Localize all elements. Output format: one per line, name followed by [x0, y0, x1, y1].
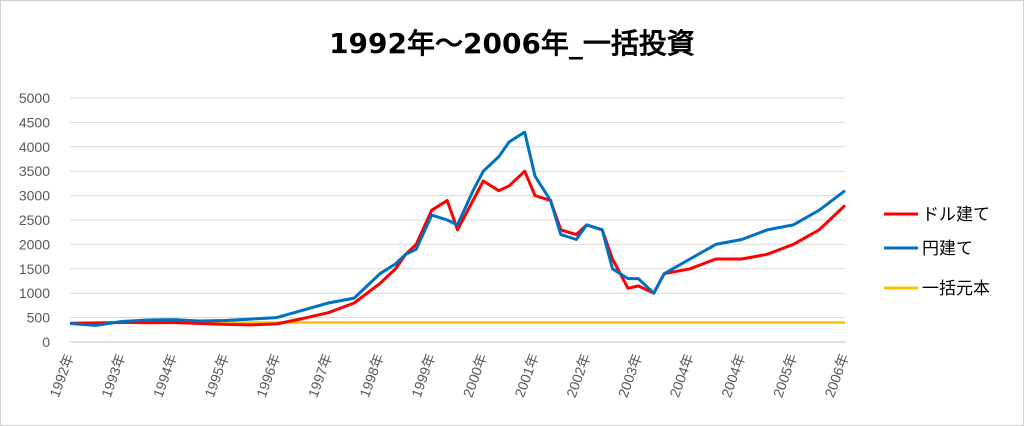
legend-label: 円建て	[922, 239, 973, 259]
y-tick-label: 1500	[19, 261, 50, 277]
x-tick-label: 1995年	[201, 352, 231, 400]
legend-label: ドル建て	[922, 205, 990, 225]
x-tick-label: 2001年	[511, 352, 541, 400]
x-tick-label: 2003年	[615, 352, 645, 400]
series-line-2	[69, 130, 846, 327]
x-tick-label: 2005年	[770, 352, 800, 400]
y-tick-label: 1000	[19, 285, 50, 301]
y-tick-label: 4500	[19, 114, 50, 130]
y-tick-label: 5000	[19, 90, 50, 106]
x-tick-label: 1996年	[253, 352, 283, 400]
series-layer	[69, 130, 847, 327]
y-tick-label: 500	[27, 310, 51, 326]
x-tick-label: 1992年	[46, 352, 76, 400]
x-tick-label: 1997年	[305, 352, 335, 400]
y-tick-label: 4000	[19, 139, 50, 155]
x-tick-label: 2004年	[666, 352, 696, 400]
legend-label: 一括元本	[922, 279, 990, 299]
y-tick-label: 3500	[19, 163, 50, 179]
x-tick-label: 1998年	[356, 352, 386, 400]
chart-title: 1992年～2006年_一括投資	[329, 27, 695, 60]
x-tick-label: 1999年	[408, 352, 438, 400]
gridlines	[70, 97, 845, 343]
y-tick-label: 2500	[19, 212, 50, 228]
y-tick-label: 3000	[19, 188, 50, 204]
x-tick-label: 2002年	[563, 352, 593, 400]
y-tick-label: 2000	[19, 236, 50, 252]
y-axis-ticks: 0 500 1000 1500 2000 2500 3000 3500 4000 4500 5000	[19, 90, 50, 350]
x-tick-label: 2006年	[821, 352, 851, 400]
x-axis-ticks: 1992年 1993年 1994年 1995年 1996年 1997年 1998年 1999年…	[46, 352, 851, 400]
x-tick-label: 2004年	[718, 352, 748, 400]
y-tick-label: 0	[42, 334, 50, 350]
x-tick-label: 2000年	[460, 352, 490, 400]
x-tick-label: 1994年	[150, 352, 180, 400]
x-tick-label: 1993年	[98, 352, 128, 400]
series-line-1	[69, 169, 847, 327]
